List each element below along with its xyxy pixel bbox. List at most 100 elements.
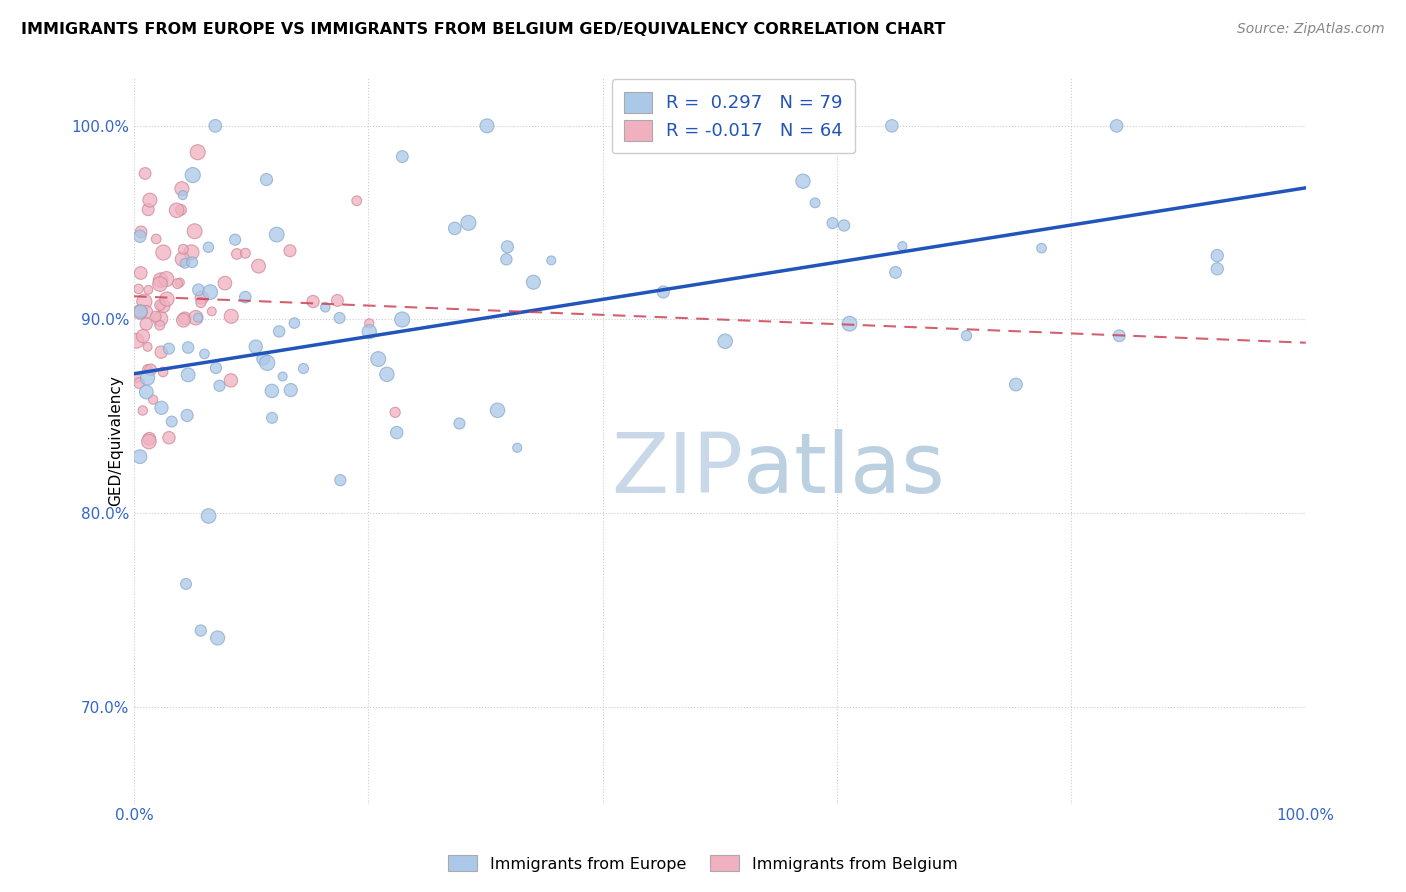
Text: IMMIGRANTS FROM EUROPE VS IMMIGRANTS FROM BELGIUM GED/EQUIVALENCY CORRELATION CH: IMMIGRANTS FROM EUROPE VS IMMIGRANTS FRO… bbox=[21, 22, 945, 37]
Point bbox=[145, 232, 167, 246]
Point bbox=[160, 415, 183, 429]
Point bbox=[169, 276, 191, 290]
Point bbox=[723, 119, 745, 133]
Point bbox=[187, 145, 209, 160]
Point bbox=[152, 245, 174, 260]
Point bbox=[260, 410, 283, 425]
Point bbox=[200, 285, 222, 299]
Point bbox=[233, 290, 256, 304]
Point bbox=[391, 150, 413, 164]
Point bbox=[280, 383, 302, 397]
Point bbox=[792, 174, 814, 188]
Point bbox=[166, 277, 188, 291]
Point bbox=[225, 247, 247, 261]
Point bbox=[884, 265, 907, 279]
Point bbox=[245, 340, 267, 354]
Point bbox=[540, 253, 562, 268]
Point bbox=[838, 317, 860, 331]
Point bbox=[136, 340, 159, 354]
Point bbox=[1005, 377, 1028, 392]
Point bbox=[172, 313, 194, 327]
Point bbox=[475, 119, 498, 133]
Point bbox=[181, 168, 204, 182]
Point bbox=[190, 291, 212, 305]
Text: Source: ZipAtlas.com: Source: ZipAtlas.com bbox=[1237, 22, 1385, 37]
Point bbox=[329, 473, 352, 487]
Point bbox=[271, 369, 294, 384]
Point bbox=[129, 266, 152, 280]
Point bbox=[260, 384, 283, 398]
Point bbox=[172, 243, 194, 257]
Point bbox=[129, 305, 152, 319]
Point bbox=[190, 624, 212, 638]
Point bbox=[174, 256, 197, 270]
Point bbox=[247, 259, 270, 273]
Point bbox=[385, 425, 408, 440]
Point bbox=[1206, 249, 1229, 263]
Point bbox=[201, 304, 224, 318]
Point bbox=[197, 240, 219, 254]
Point bbox=[804, 195, 827, 210]
Point bbox=[266, 227, 288, 242]
Point bbox=[132, 403, 155, 417]
Point bbox=[818, 119, 841, 133]
Point bbox=[1031, 241, 1053, 255]
Point bbox=[136, 202, 159, 217]
Point bbox=[129, 304, 152, 318]
Point bbox=[252, 351, 274, 366]
Point bbox=[136, 371, 159, 385]
Point bbox=[155, 272, 177, 286]
Point bbox=[139, 193, 162, 207]
Point bbox=[138, 432, 160, 446]
Point bbox=[166, 203, 188, 218]
Text: atlas: atlas bbox=[744, 429, 945, 510]
Point bbox=[359, 325, 381, 339]
Point bbox=[170, 182, 193, 196]
Point bbox=[149, 273, 172, 287]
Point bbox=[125, 371, 148, 385]
Point bbox=[486, 403, 509, 417]
Point bbox=[156, 292, 179, 306]
Point bbox=[135, 317, 157, 331]
Point bbox=[326, 293, 349, 308]
Point bbox=[180, 245, 202, 260]
Point bbox=[714, 334, 737, 349]
Point bbox=[157, 342, 180, 356]
Point bbox=[219, 310, 242, 324]
Point bbox=[129, 225, 152, 239]
Point bbox=[132, 329, 155, 343]
Point bbox=[449, 417, 471, 431]
Point bbox=[129, 229, 152, 244]
Point bbox=[172, 188, 194, 202]
Point bbox=[292, 361, 315, 376]
Point bbox=[955, 328, 977, 343]
Point bbox=[128, 282, 150, 296]
Point bbox=[219, 373, 242, 387]
Point bbox=[204, 119, 226, 133]
Point bbox=[880, 119, 903, 133]
Point bbox=[150, 401, 173, 415]
Point bbox=[283, 316, 305, 330]
Point bbox=[135, 385, 157, 400]
Point bbox=[135, 305, 157, 319]
Point bbox=[302, 294, 325, 309]
Point bbox=[457, 216, 479, 230]
Point bbox=[177, 341, 200, 355]
Point bbox=[181, 255, 204, 269]
Point bbox=[214, 276, 236, 290]
Point bbox=[149, 298, 172, 312]
Point bbox=[136, 362, 159, 376]
Point bbox=[173, 311, 195, 326]
Point bbox=[207, 631, 229, 645]
Point bbox=[134, 166, 156, 180]
Point bbox=[128, 376, 150, 390]
Point bbox=[125, 334, 148, 348]
Point bbox=[145, 310, 167, 324]
Point bbox=[496, 240, 519, 254]
Point bbox=[328, 310, 350, 325]
Point bbox=[359, 317, 381, 331]
Point bbox=[149, 318, 172, 333]
Point bbox=[142, 392, 165, 407]
Point bbox=[187, 310, 209, 325]
Point bbox=[152, 365, 174, 379]
